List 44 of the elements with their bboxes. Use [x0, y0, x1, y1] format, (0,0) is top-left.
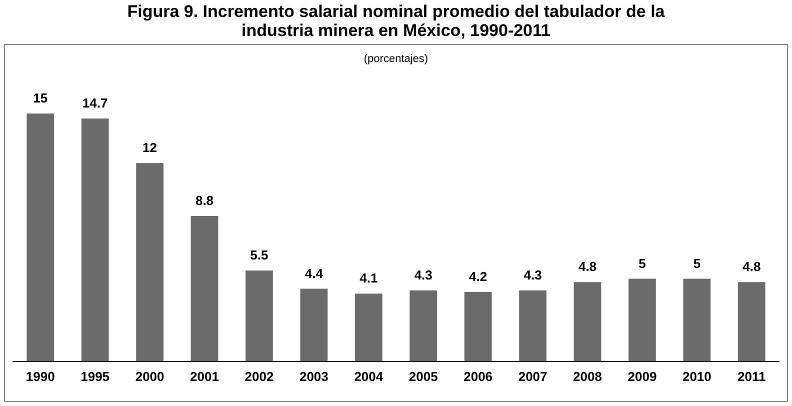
- data-label: 5: [693, 256, 701, 271]
- data-label: 4.4: [304, 266, 324, 281]
- data-label: 14.7: [82, 96, 108, 111]
- data-label: 12: [142, 140, 158, 156]
- bar: [190, 216, 218, 362]
- data-label: 4.2: [469, 269, 488, 284]
- x-tick-label: 2000: [135, 368, 164, 384]
- data-label: 5.5: [250, 248, 268, 263]
- x-tick-label: 2006: [464, 368, 493, 384]
- x-tick-label: 1995: [80, 368, 110, 384]
- x-tick-label: 2009: [628, 368, 657, 384]
- data-label: 4.8: [578, 259, 597, 274]
- bar: [628, 278, 656, 362]
- bar: [81, 118, 109, 362]
- bar: [574, 282, 602, 362]
- x-tick-label: 2011: [738, 368, 766, 384]
- bar: [26, 114, 54, 362]
- bar: [136, 163, 164, 362]
- bar: [738, 282, 766, 362]
- bar: [683, 278, 711, 362]
- data-label: 15: [33, 90, 48, 106]
- chart-title: Figura 9. Incremento salarial nominal promedio del tabulador de la industria minera en México, 1990-2011: [126, 2, 666, 42]
- data-label: 4.8: [742, 259, 761, 274]
- chart-subtitle: (porcentajes): [362, 53, 430, 67]
- data-label: 5: [638, 256, 646, 271]
- data-label: 4.3: [524, 267, 542, 282]
- x-tick-label: 2010: [682, 368, 712, 384]
- data-label: 4.3: [414, 267, 432, 282]
- x-tick-label: 2002: [244, 368, 274, 384]
- x-tick-label: 2003: [299, 368, 328, 384]
- bar: [519, 290, 546, 362]
- x-tick-label: 1990: [26, 368, 55, 384]
- data-label: 4.1: [360, 270, 378, 286]
- bar: [246, 270, 273, 362]
- bar: [300, 288, 328, 362]
- x-tick-label: 2007: [518, 368, 548, 384]
- x-tick-label: 2004: [354, 368, 384, 384]
- x-tick-label: 2001: [190, 368, 219, 384]
- bar: [410, 290, 438, 362]
- x-tick-label: 2008: [573, 368, 602, 384]
- x-tick-label: 2005: [408, 368, 438, 384]
- bar: [464, 292, 492, 362]
- data-label: 8.8: [195, 193, 214, 208]
- bar: [354, 294, 382, 362]
